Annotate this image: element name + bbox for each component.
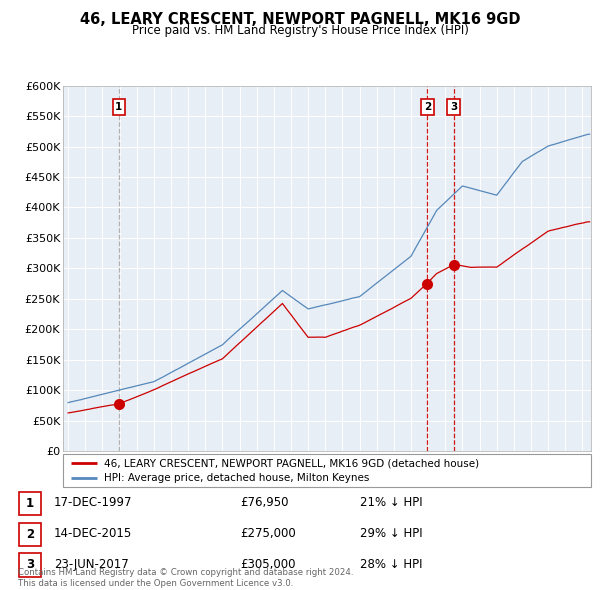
Text: £76,950: £76,950 [240,496,289,509]
Text: 46, LEARY CRESCENT, NEWPORT PAGNELL, MK16 9GD: 46, LEARY CRESCENT, NEWPORT PAGNELL, MK1… [80,12,520,27]
Text: HPI: Average price, detached house, Milton Keynes: HPI: Average price, detached house, Milt… [104,473,370,483]
Text: 29% ↓ HPI: 29% ↓ HPI [360,527,422,540]
Text: 2: 2 [424,102,431,112]
Text: £305,000: £305,000 [240,558,296,571]
FancyBboxPatch shape [19,523,41,546]
Text: 1: 1 [115,102,122,112]
Text: £275,000: £275,000 [240,527,296,540]
FancyBboxPatch shape [19,492,41,515]
Text: 21% ↓ HPI: 21% ↓ HPI [360,496,422,509]
FancyBboxPatch shape [63,454,591,487]
Text: Contains HM Land Registry data © Crown copyright and database right 2024.
This d: Contains HM Land Registry data © Crown c… [18,568,353,588]
Text: 46, LEARY CRESCENT, NEWPORT PAGNELL, MK16 9GD (detached house): 46, LEARY CRESCENT, NEWPORT PAGNELL, MK1… [104,458,479,468]
Text: 28% ↓ HPI: 28% ↓ HPI [360,558,422,571]
Text: 17-DEC-1997: 17-DEC-1997 [54,496,133,509]
Text: 3: 3 [450,102,457,112]
Text: 2: 2 [26,527,34,541]
Text: Price paid vs. HM Land Registry's House Price Index (HPI): Price paid vs. HM Land Registry's House … [131,24,469,37]
FancyBboxPatch shape [19,553,41,576]
Text: 23-JUN-2017: 23-JUN-2017 [54,558,129,571]
Text: 3: 3 [26,558,34,572]
Text: 14-DEC-2015: 14-DEC-2015 [54,527,132,540]
Text: 1: 1 [26,497,34,510]
